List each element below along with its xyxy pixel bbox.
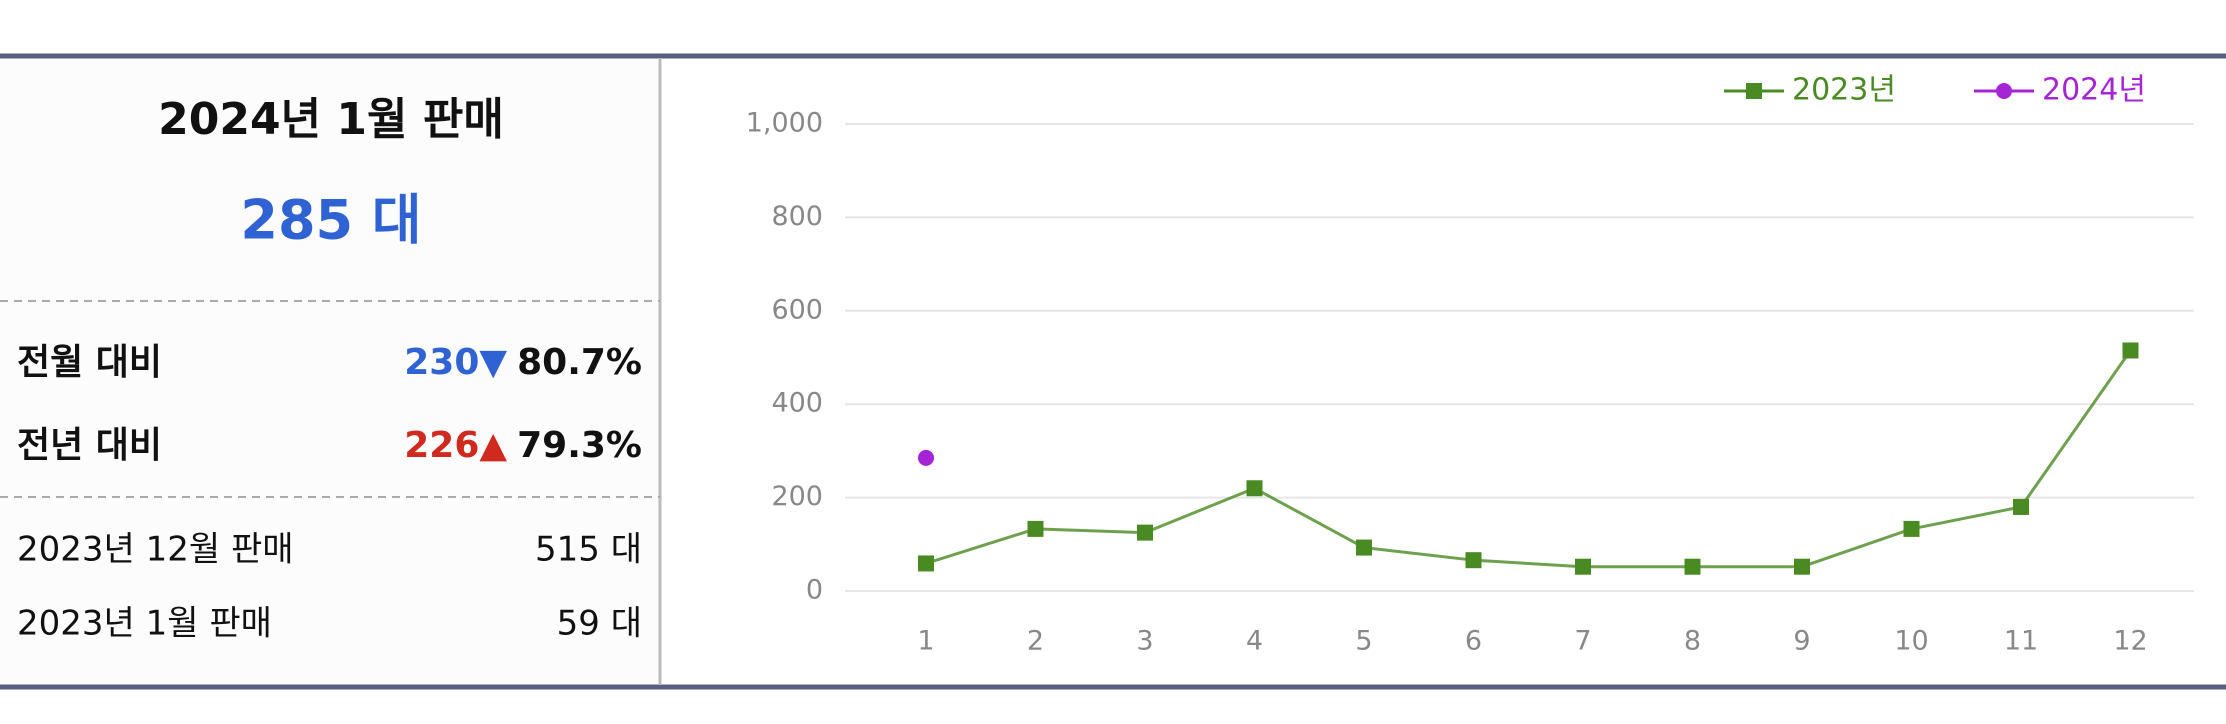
x-tick-label: 3 <box>1136 626 1153 657</box>
point <box>1356 539 1372 556</box>
x-tick-label: 8 <box>1684 626 1701 657</box>
x-tick-label: 1 <box>917 626 934 657</box>
rate: 80.7% <box>517 342 642 383</box>
y-tick-label: 0 <box>806 575 823 606</box>
y-tick-label: 400 <box>771 388 823 419</box>
summary-panel <box>0 55 660 687</box>
x-tick-label: 6 <box>1465 626 1482 657</box>
legend-label: 2023년 <box>1792 73 1896 108</box>
row-label: 전년 대비 <box>17 425 162 466</box>
row-value: 230▼ 80.7% <box>404 342 642 383</box>
detail-label: 2023년 12월 판매 <box>17 530 294 570</box>
y-tick-label: 600 <box>771 294 823 325</box>
legend-label: 2024년 <box>2042 73 2146 108</box>
point <box>1137 524 1153 541</box>
x-tick-label: 11 <box>2004 626 2038 657</box>
rate: 79.3% <box>517 425 642 466</box>
point <box>1027 520 1044 537</box>
arrow: ▼ <box>479 342 507 383</box>
summary-title: 2024년 1월 판매 <box>158 94 504 145</box>
detail-value: 59 대 <box>557 604 642 644</box>
arrow: ▲ <box>479 425 507 466</box>
x-tick-label: 10 <box>1894 626 1928 657</box>
point <box>1684 558 1701 575</box>
point <box>1794 558 1810 575</box>
x-tick-label: 9 <box>1793 626 1810 657</box>
point <box>1465 552 1482 569</box>
point <box>2013 498 2029 515</box>
legend-marker <box>1746 83 1762 99</box>
x-tick-label: 5 <box>1355 626 1372 657</box>
summary-total: 285 대 <box>240 189 421 252</box>
detail-label: 2023년 1월 판매 <box>17 604 272 644</box>
y-tick-label: 1,000 <box>746 108 823 139</box>
x-tick-label: 2 <box>1027 626 1044 657</box>
row-label: 전월 대비 <box>17 342 162 383</box>
point <box>1903 520 1920 537</box>
detail-value: 515 대 <box>535 530 642 570</box>
point <box>1246 480 1263 497</box>
row-value: 226▲ 79.3% <box>404 425 642 466</box>
point <box>2122 342 2139 359</box>
point <box>918 555 934 572</box>
x-tick-label: 4 <box>1246 626 1263 657</box>
point <box>918 449 934 466</box>
series-line <box>925 349 2132 569</box>
point <box>1575 558 1591 575</box>
y-tick-label: 800 <box>771 201 823 232</box>
y-tick-label: 200 <box>771 481 823 512</box>
legend-marker <box>1996 83 2012 99</box>
x-tick-label: 7 <box>1574 626 1591 657</box>
diff: 230 <box>404 342 479 383</box>
diff: 226 <box>404 425 479 466</box>
x-tick-label: 12 <box>2113 626 2147 657</box>
